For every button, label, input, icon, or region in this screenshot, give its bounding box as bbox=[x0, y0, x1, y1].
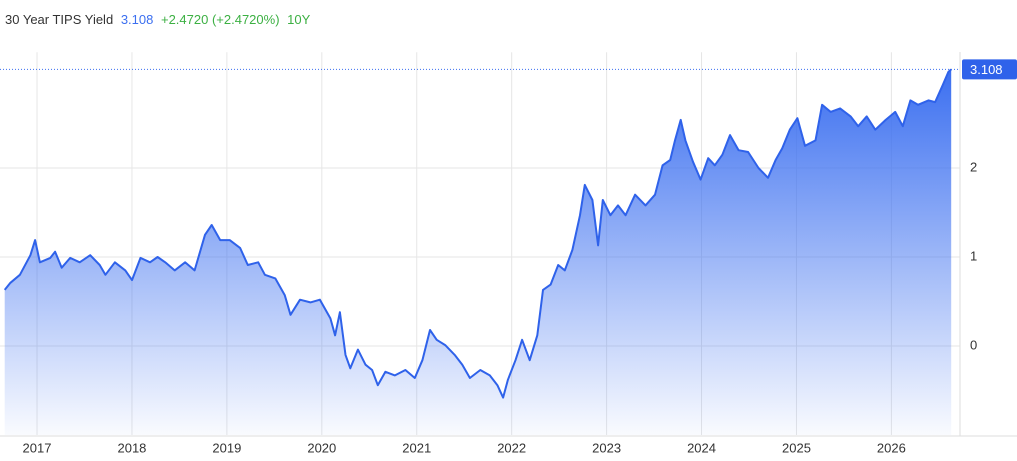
x-tick-label: 2024 bbox=[687, 440, 716, 455]
period: 10Y bbox=[287, 12, 310, 27]
x-tick-label: 2020 bbox=[307, 440, 336, 455]
header: 30 Year TIPS Yield 3.108 +2.4720 (+2.472… bbox=[5, 12, 311, 27]
x-tick-label: 2021 bbox=[402, 440, 431, 455]
chart-title: 30 Year TIPS Yield bbox=[5, 12, 113, 27]
x-tick-label: 2019 bbox=[212, 440, 241, 455]
y-tick-label: 2 bbox=[970, 159, 977, 174]
x-tick-label: 2025 bbox=[782, 440, 811, 455]
x-tick-label: 2023 bbox=[592, 440, 621, 455]
x-tick-label: 2022 bbox=[497, 440, 526, 455]
last-value-label: 3.108 bbox=[970, 62, 1003, 77]
last-value-badge bbox=[962, 59, 1017, 80]
y-tick-label: 0 bbox=[970, 337, 977, 352]
change: +2.4720 (+2.4720%) bbox=[161, 12, 280, 27]
x-tick-label: 2026 bbox=[877, 440, 906, 455]
x-tick-label: 2017 bbox=[23, 440, 52, 455]
y-tick-label: 1 bbox=[970, 248, 977, 263]
plot bbox=[3, 68, 952, 436]
x-tick-label: 2018 bbox=[117, 440, 146, 455]
area bbox=[4, 69, 952, 436]
line bbox=[3, 68, 952, 399]
last-value: 3.108 bbox=[121, 12, 154, 27]
